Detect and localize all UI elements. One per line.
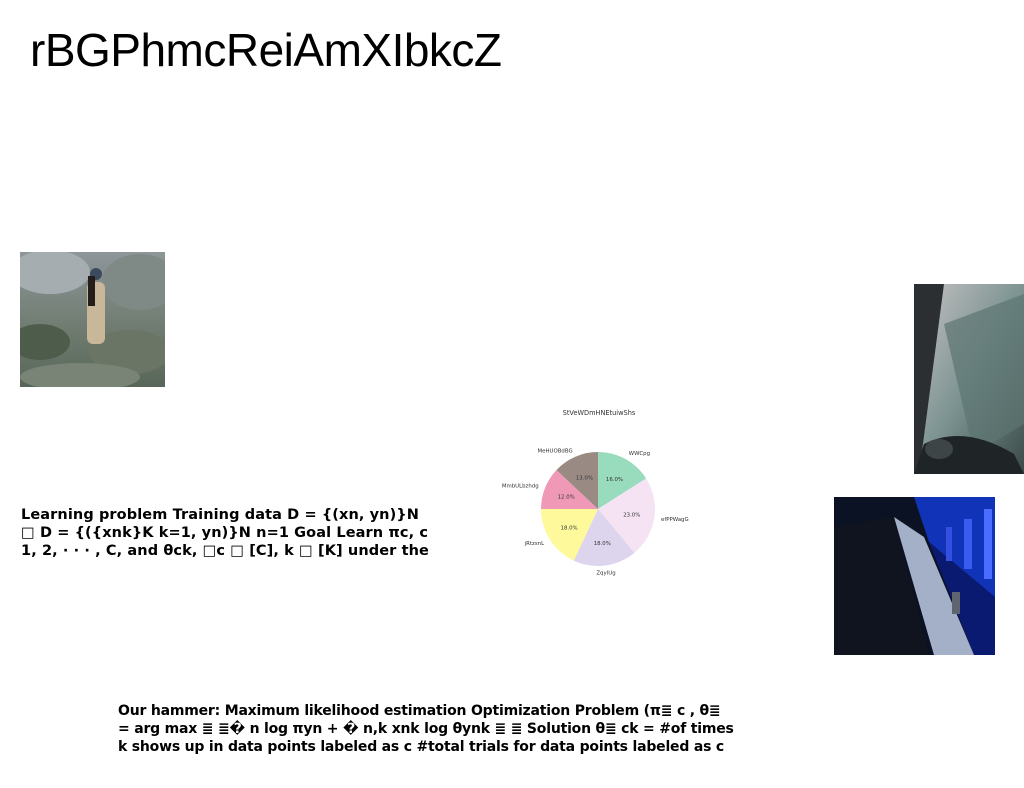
hammer-line-2: = arg max ≣ ≣� n log πyn + � n,k xnk log… <box>118 721 734 737</box>
pie-category-label: MeHUOBdBG <box>538 448 573 454</box>
subway-station-photo <box>834 497 995 655</box>
pie-chart: StVeWDmHNEtuiwShs 16.0% WWCpg 23.0% efPPWag… <box>500 400 700 610</box>
hammer-line-3: k shows up in data points labeled as c #… <box>118 739 724 755</box>
pie-pct-label: 18.0% <box>594 541 611 547</box>
learning-line-2: □ D = {({xnk}K k=1, yn)}N n=1 Goal Learn… <box>21 525 429 541</box>
pie-category-label: MmbULbzhdg <box>502 483 539 489</box>
learning-line-3: 1, 2, · · · , C, and θck, □c □ [C], k □ … <box>21 543 429 559</box>
chart-title: StVeWDmHNEtuiwShs <box>563 409 636 417</box>
pie-pct-label: 13.0% <box>576 476 593 482</box>
pie-pct-label: 18.0% <box>561 525 578 531</box>
pie-slice-jRtzsnL <box>541 509 598 561</box>
hammer-line-1: Our hammer: Maximum likelihood estimatio… <box>118 703 721 719</box>
mle-hammer-text: Our hammer: Maximum likelihood estimatio… <box>118 702 734 756</box>
pie-slice-WWCpg <box>598 452 647 509</box>
pie-pct-label: 12.0% <box>558 494 575 500</box>
pie-category-label: ZqyIUg <box>596 570 615 576</box>
learning-line-1: Learning problem Training data D = {(xn,… <box>21 507 419 523</box>
pie-slice-MmbULbzhdg <box>541 469 598 509</box>
pie-slice-MeHUOBdBG <box>556 452 598 509</box>
pie-slice-efPPWagG <box>598 478 655 553</box>
pie-chart-svg: StVeWDmHNEtuiwShs 16.0% WWCpg 23.0% efPPWag… <box>502 409 689 576</box>
pie-category-label: jRtzsnL <box>524 541 544 547</box>
slide-title: rBGPhmcReiAmXIbkcZ <box>30 24 502 76</box>
learning-problem-text: Learning problem Training data D = {(xn,… <box>21 506 429 560</box>
pie-category-label: WWCpg <box>629 451 650 457</box>
car-window-photo <box>914 284 1024 474</box>
pie-pct-label: 23.0% <box>623 512 640 518</box>
hiker-rocks-photo <box>20 252 165 387</box>
pie-category-label: efPPWagG <box>661 517 689 523</box>
pie-slice-ZqyIUg <box>573 509 635 566</box>
pie-pct-label: 16.0% <box>606 477 623 483</box>
